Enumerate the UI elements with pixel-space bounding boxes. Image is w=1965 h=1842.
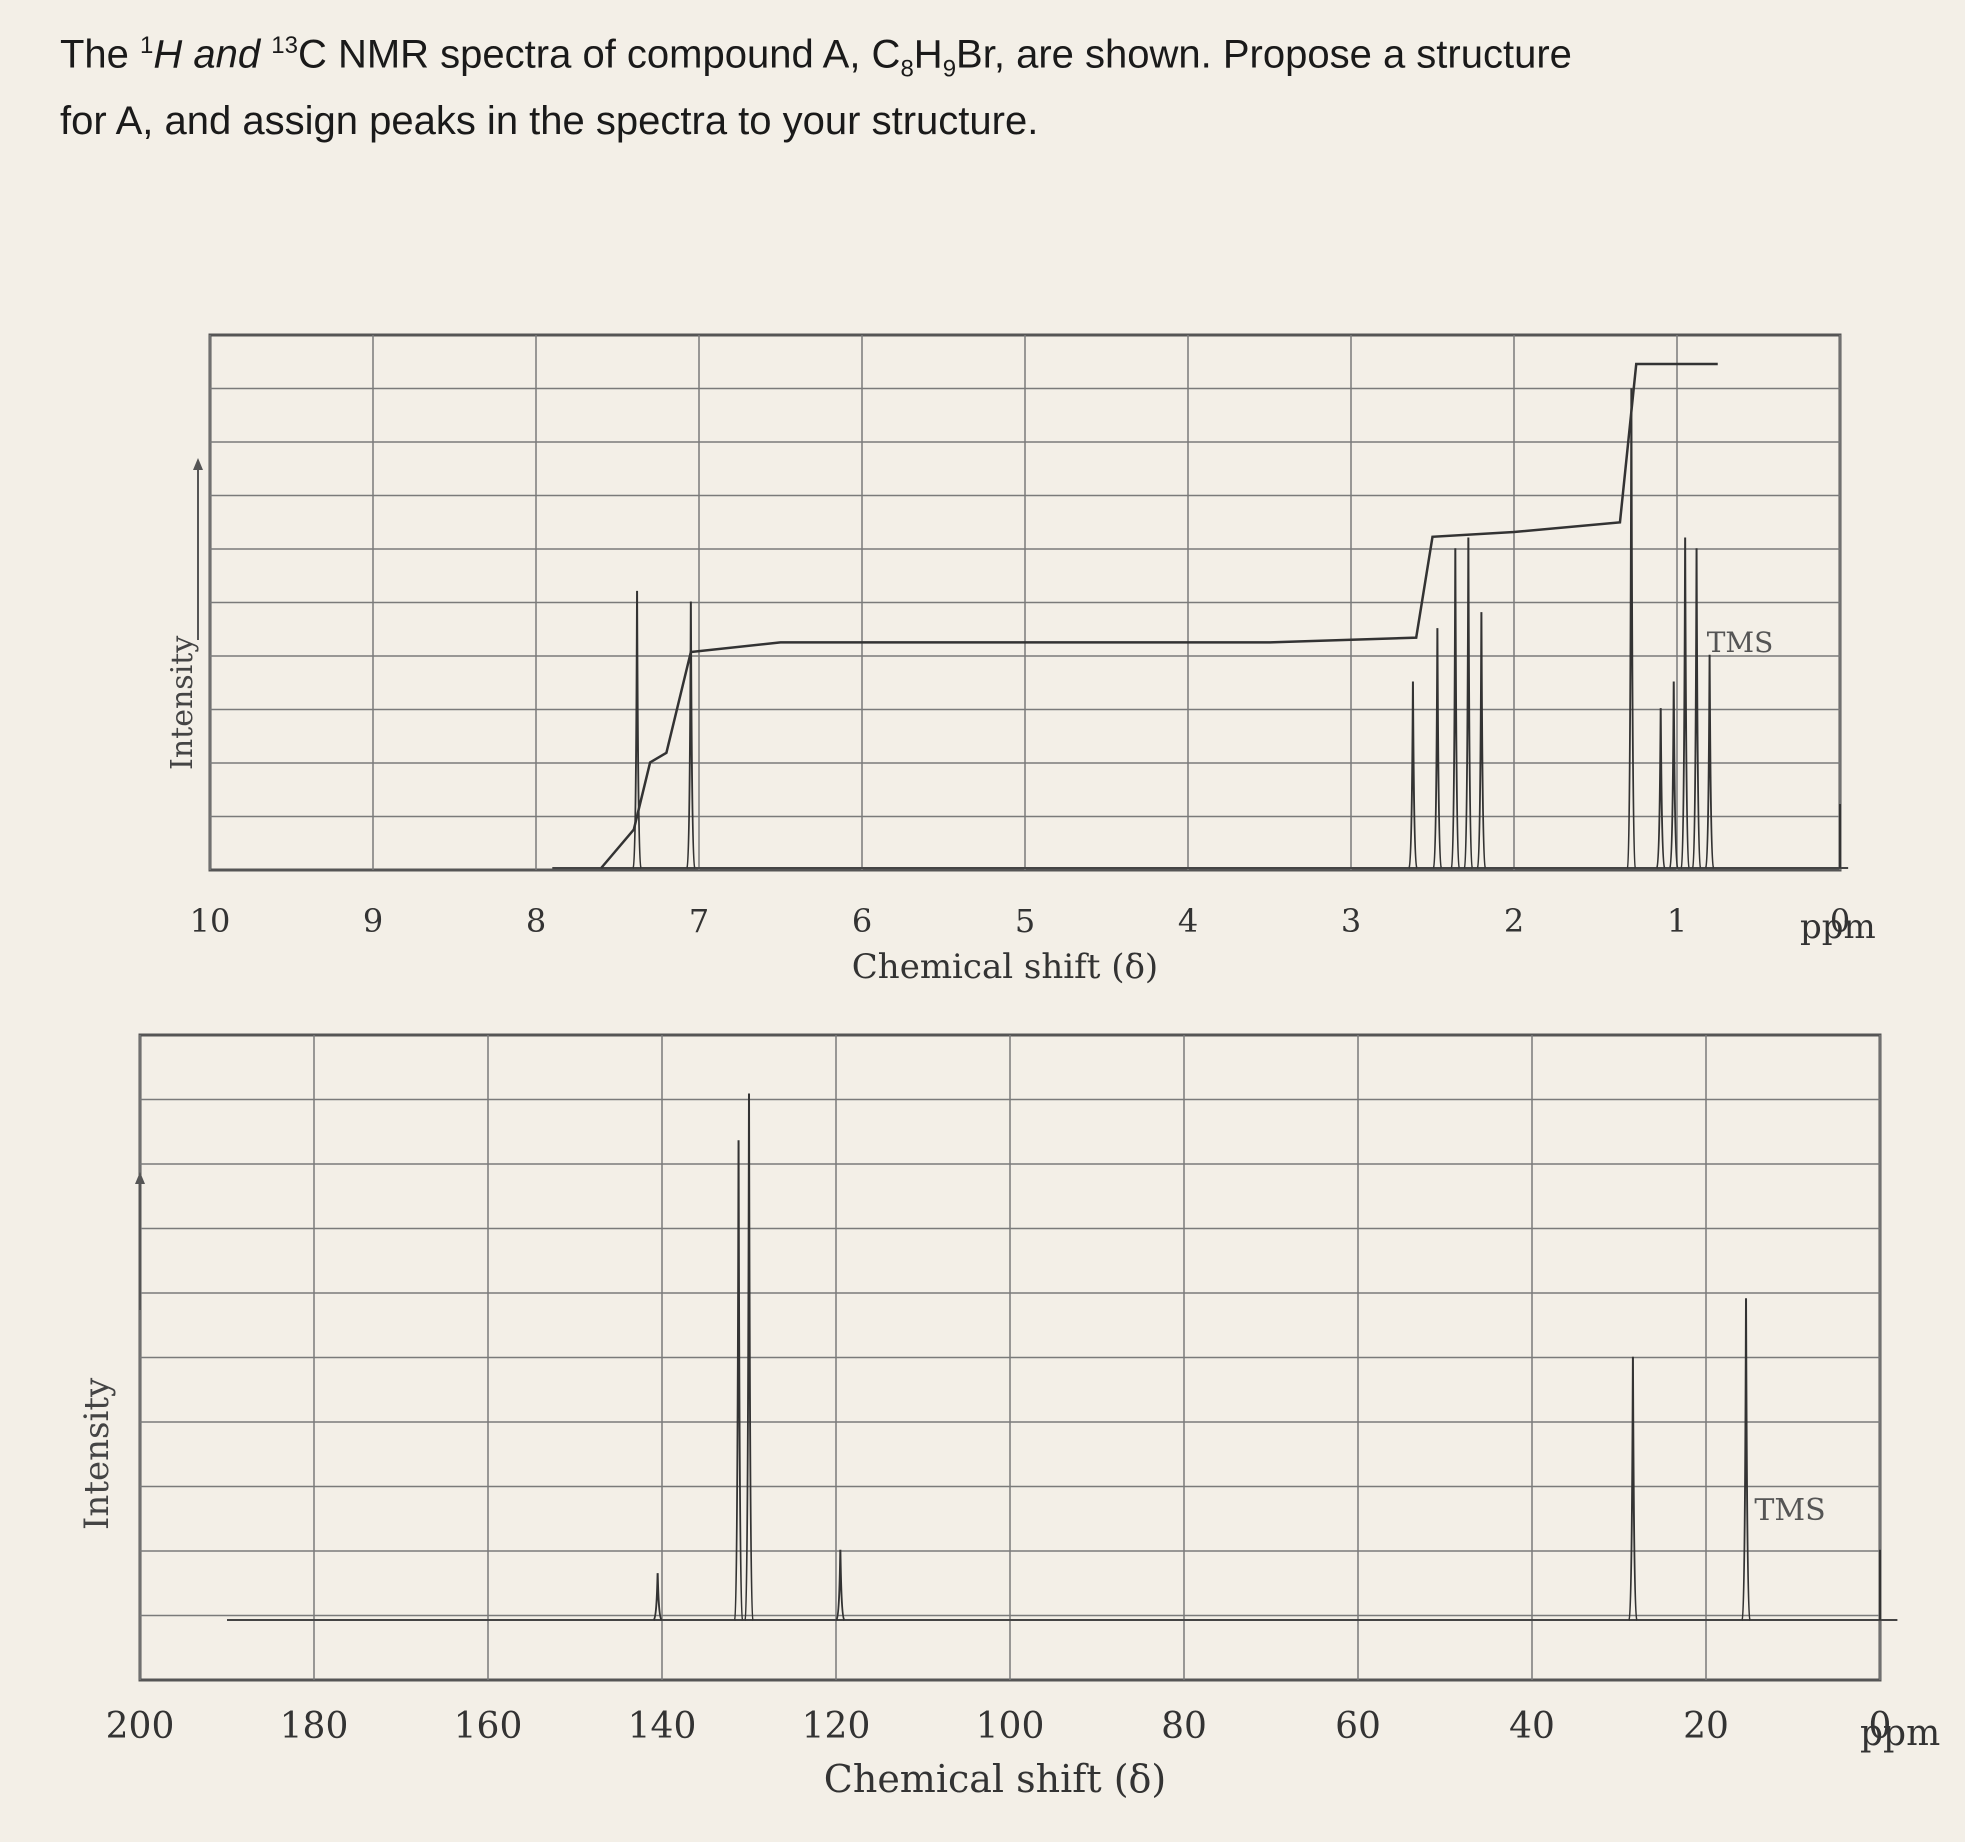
h-nmr-trace <box>552 362 1849 869</box>
h-tick-label: 7 <box>689 902 709 940</box>
h-peak <box>1626 388 1637 869</box>
h-nmr-y-axis-label: Intensity <box>165 636 200 770</box>
c-tick-label: 0 <box>1869 1706 1892 1747</box>
h-nmr-x-axis-label: Chemical shift (δ) <box>852 947 1158 987</box>
h-nmr-chart: 10 9 8 7 6 5 4 3 2 1 0 Chemical shift (δ) ppm Inte… <box>165 333 1876 987</box>
h-nmr-grid <box>208 333 1842 872</box>
c-tick-label: 200 <box>106 1706 175 1747</box>
h-tick-label: 4 <box>1178 902 1198 940</box>
q-text: Br, are shown. Propose a structure <box>956 32 1572 77</box>
c-nmr-tms-annotation: TMS <box>1754 1493 1825 1528</box>
h-nmr-unit-label: ppm <box>1800 907 1876 947</box>
c-tick-label: 140 <box>628 1706 697 1747</box>
q-text: H <box>913 32 943 77</box>
c-tick-label: 40 <box>1509 1706 1555 1747</box>
h-tick-label: 9 <box>363 902 383 940</box>
h-nmr-tick-labels: 10 9 8 7 6 5 4 3 2 1 0 <box>190 902 1851 940</box>
c-nmr-x-axis-label: Chemical shift (δ) <box>824 1757 1166 1801</box>
q-sub: 8 <box>900 55 914 83</box>
c-tick-label: 180 <box>280 1706 349 1747</box>
c-nmr-unit-label: ppm <box>1860 1713 1940 1754</box>
h-nmr-y-arrow <box>193 458 203 640</box>
c-tick-label: 120 <box>802 1706 871 1747</box>
c-peak <box>1627 1356 1638 1621</box>
h-peak <box>1450 548 1461 869</box>
c-tick-label: 100 <box>976 1706 1045 1747</box>
c-peak <box>652 1573 663 1621</box>
q-sup: 13 <box>271 32 298 59</box>
h-peak <box>1463 537 1474 869</box>
h-tick-label: 1 <box>1667 902 1687 940</box>
c-tick-label: 160 <box>454 1706 523 1747</box>
q-sub: 9 <box>942 55 957 83</box>
h-peak <box>1680 537 1691 869</box>
h-tick-label: 8 <box>526 902 546 940</box>
c-nmr-y-arrow <box>135 1172 145 1310</box>
c-nmr-tick-labels: 200 180 160 140 120 100 80 60 40 20 0 <box>106 1706 1892 1747</box>
c-peak <box>744 1093 754 1621</box>
h-peak <box>1407 681 1418 869</box>
c-peak <box>835 1549 846 1621</box>
h-peak <box>1668 681 1679 869</box>
q-text: C NMR spectra of compound A, C <box>297 32 901 77</box>
c-tick-label: 20 <box>1683 1706 1729 1747</box>
c-peak <box>1741 1298 1752 1621</box>
h-peak <box>1704 654 1715 869</box>
c-tick-label: 80 <box>1161 1706 1207 1747</box>
c-nmr-y-axis-label: Intensity <box>77 1377 117 1530</box>
h-tick-label: 0 <box>1830 902 1850 940</box>
c-nmr-chart: 200 180 160 140 120 100 80 60 40 20 0 Chemical shi… <box>77 1033 1940 1801</box>
question-line-1: The 1H and 13C NMR spectra of compound A… <box>60 20 1920 95</box>
q-sup: 1 <box>140 32 154 59</box>
question-line-2: for A, and assign peaks in the spectra t… <box>60 99 1039 144</box>
h-tick-label: 10 <box>190 902 231 940</box>
h-nmr-tms-annotation: TMS <box>1707 626 1774 659</box>
h-peak <box>1691 548 1702 869</box>
c-nmr-grid <box>138 1033 1882 1682</box>
c-peak <box>733 1140 744 1621</box>
h-peak <box>1476 612 1487 869</box>
c-tick-label: 60 <box>1335 1706 1381 1747</box>
c-nmr-trace <box>227 1093 1898 1621</box>
h-peak <box>1432 628 1443 869</box>
question-text: The 1H and 13C NMR spectra of compound A… <box>60 20 1920 147</box>
h-peak <box>1655 708 1666 869</box>
h-integral-curve <box>600 362 1718 869</box>
h-tick-label: 5 <box>1015 902 1035 940</box>
h-peak <box>685 601 696 869</box>
q-text: H and <box>153 32 272 77</box>
h-peak <box>632 590 643 869</box>
q-text: The <box>60 32 141 77</box>
h-tick-label: 2 <box>1504 902 1524 940</box>
h-tick-label: 3 <box>1341 902 1361 940</box>
h-tick-label: 6 <box>852 902 872 940</box>
